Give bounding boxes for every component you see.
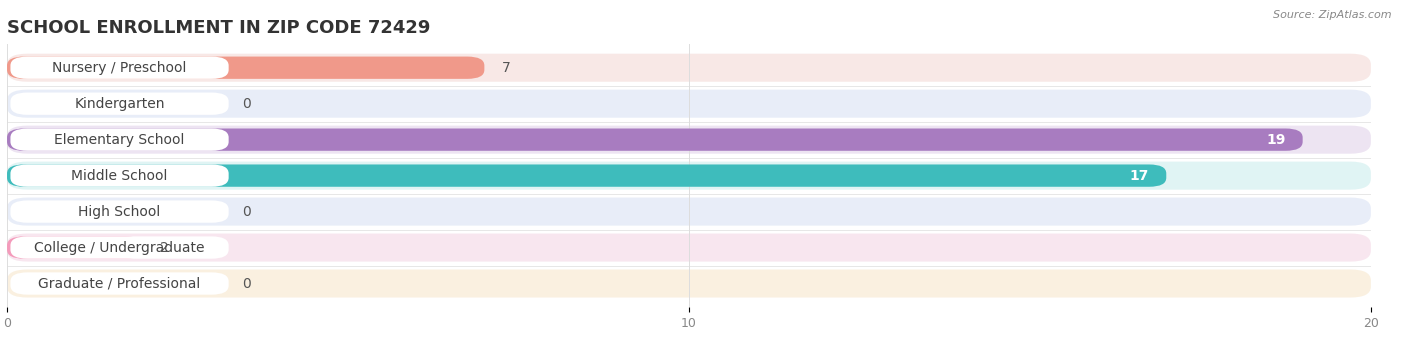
FancyBboxPatch shape — [7, 197, 1371, 226]
Text: 2: 2 — [160, 240, 169, 254]
FancyBboxPatch shape — [10, 164, 229, 187]
FancyBboxPatch shape — [7, 236, 143, 259]
FancyBboxPatch shape — [10, 236, 229, 259]
Text: 0: 0 — [242, 205, 252, 219]
Text: Source: ZipAtlas.com: Source: ZipAtlas.com — [1274, 10, 1392, 20]
Text: Kindergarten: Kindergarten — [75, 97, 165, 111]
FancyBboxPatch shape — [7, 90, 1371, 118]
Text: 0: 0 — [242, 277, 252, 291]
FancyBboxPatch shape — [7, 54, 1371, 82]
FancyBboxPatch shape — [7, 162, 1371, 190]
FancyBboxPatch shape — [7, 57, 484, 79]
Text: Nursery / Preschool: Nursery / Preschool — [52, 61, 187, 75]
Text: 7: 7 — [502, 61, 510, 75]
FancyBboxPatch shape — [7, 269, 1371, 298]
Text: SCHOOL ENROLLMENT IN ZIP CODE 72429: SCHOOL ENROLLMENT IN ZIP CODE 72429 — [7, 19, 430, 37]
FancyBboxPatch shape — [10, 57, 229, 79]
FancyBboxPatch shape — [10, 201, 229, 223]
FancyBboxPatch shape — [7, 125, 1371, 154]
Text: Elementary School: Elementary School — [55, 133, 184, 147]
Text: High School: High School — [79, 205, 160, 219]
FancyBboxPatch shape — [7, 164, 1167, 187]
Text: Graduate / Professional: Graduate / Professional — [38, 277, 201, 291]
FancyBboxPatch shape — [10, 92, 229, 115]
FancyBboxPatch shape — [10, 129, 229, 151]
Text: 17: 17 — [1130, 168, 1149, 183]
FancyBboxPatch shape — [7, 234, 1371, 262]
FancyBboxPatch shape — [7, 129, 1303, 151]
Text: College / Undergraduate: College / Undergraduate — [34, 240, 205, 254]
Text: 0: 0 — [242, 97, 252, 111]
Text: Middle School: Middle School — [72, 168, 167, 183]
FancyBboxPatch shape — [10, 272, 229, 295]
Text: 19: 19 — [1267, 133, 1285, 147]
